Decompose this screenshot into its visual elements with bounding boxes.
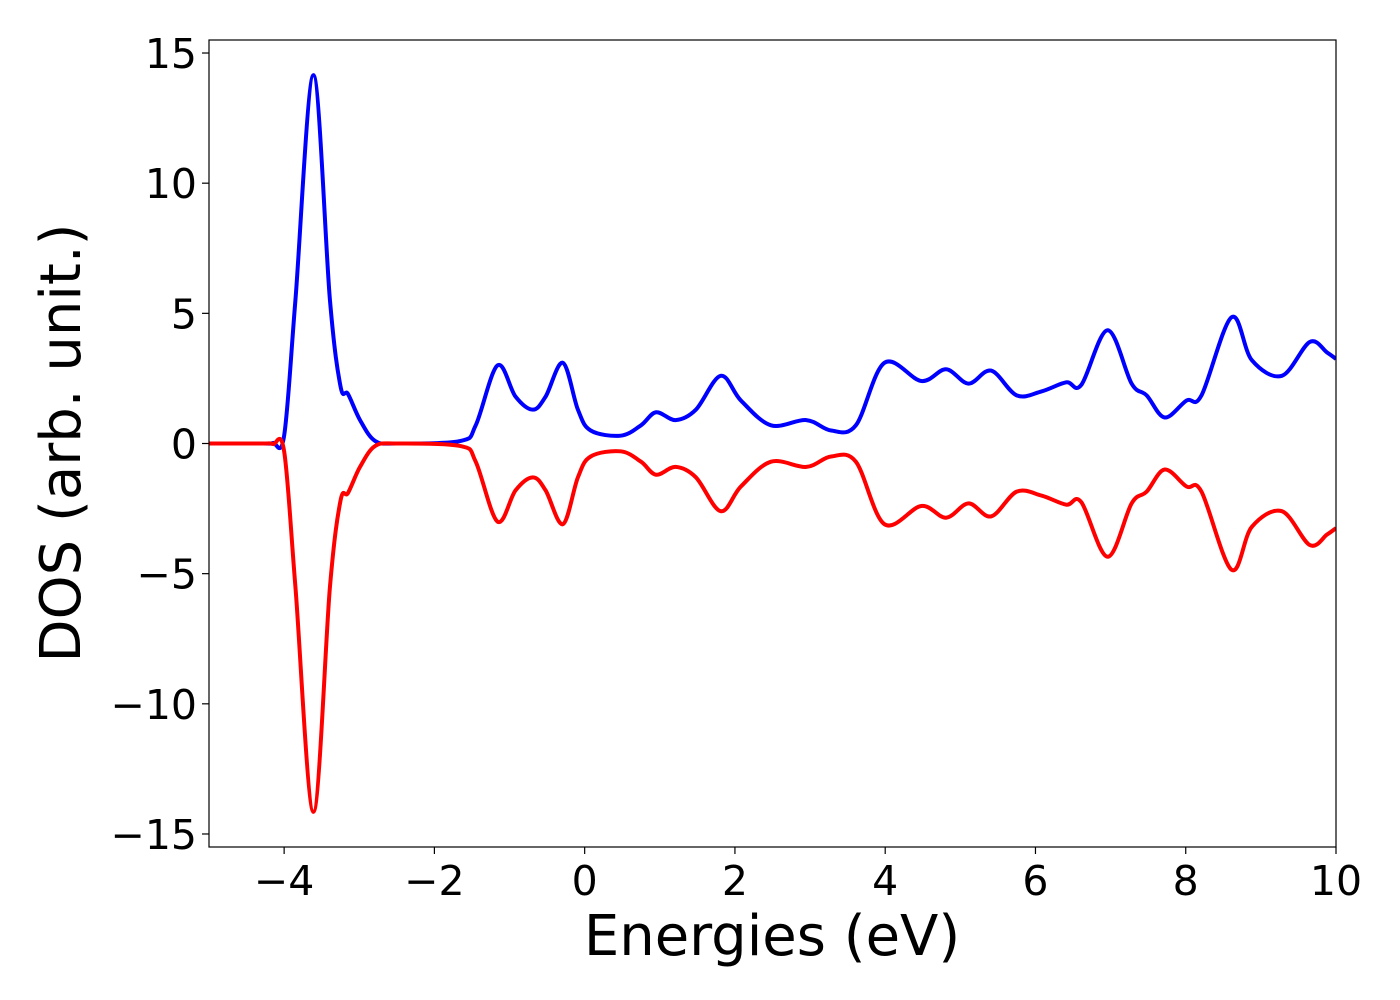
x-tick-label: 10 <box>1310 857 1362 905</box>
y-tick-label: 10 <box>145 160 197 208</box>
series-line-spin-down <box>209 436 1336 814</box>
x-tick-label: −4 <box>254 857 314 905</box>
ticks-layer: −4 −2 0 2 4 6 8 10 −15 −10 −5 0 5 10 15 <box>110 30 1362 905</box>
y-tick-label: 5 <box>171 290 197 338</box>
x-tick-label: 8 <box>1173 857 1199 905</box>
y-tick-label: 15 <box>145 30 197 78</box>
y-axis-label: DOS (arb. unit.) <box>29 223 94 662</box>
y-tick-label: −15 <box>110 811 197 859</box>
x-axis-label: Energies (eV) <box>584 904 960 969</box>
x-tick-label: 0 <box>572 857 598 905</box>
series-line-spin-up <box>209 73 1336 451</box>
x-tick-label: 2 <box>722 857 748 905</box>
x-tick-label: −2 <box>404 857 464 905</box>
y-tick-label: 0 <box>171 421 197 469</box>
y-tick-label: −10 <box>110 681 197 729</box>
x-tick-label: 6 <box>1022 857 1048 905</box>
x-tick-label: 4 <box>872 857 898 905</box>
y-tick-label: −5 <box>137 551 197 599</box>
series-layer <box>209 73 1336 814</box>
